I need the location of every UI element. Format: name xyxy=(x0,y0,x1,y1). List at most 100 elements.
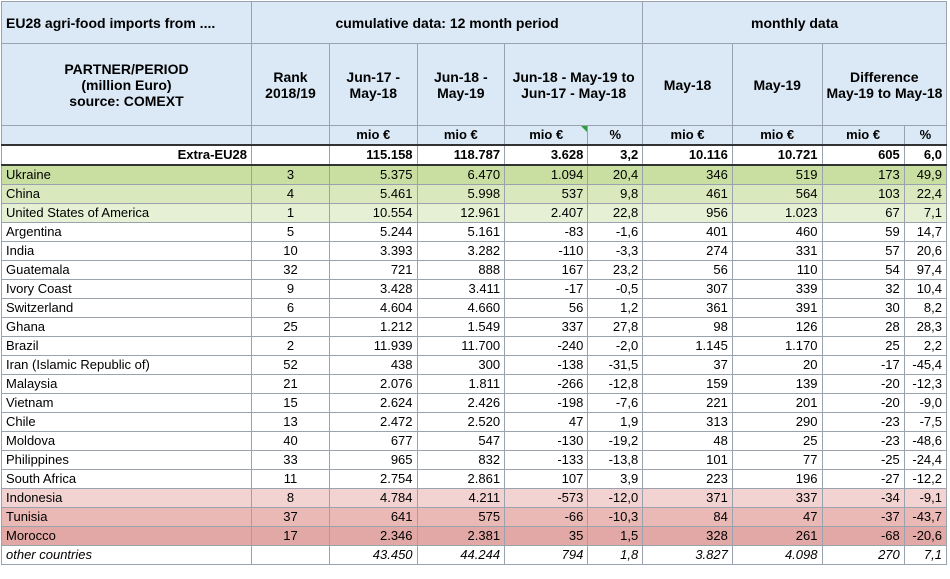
country-value: 57 xyxy=(821,240,905,261)
country-value: -138 xyxy=(504,354,589,375)
country-value: 67 xyxy=(821,202,905,223)
country-name: Morocco xyxy=(1,525,252,546)
country-value: -573 xyxy=(504,487,589,508)
country-value: 371 xyxy=(642,487,733,508)
country-rank: 13 xyxy=(250,411,331,432)
country-value: 20 xyxy=(731,354,823,375)
other-value: 44.244 xyxy=(416,544,506,565)
country-value: -31,5 xyxy=(587,354,644,375)
country-value: 159 xyxy=(642,373,733,394)
country-value: 3.428 xyxy=(329,278,418,299)
country-name: Ghana xyxy=(1,316,252,337)
country-value: 28 xyxy=(821,316,905,337)
country-rank: 1 xyxy=(250,202,331,223)
country-value: -19,2 xyxy=(587,430,644,451)
country-value: 3,9 xyxy=(587,468,644,489)
country-value: -7,5 xyxy=(903,411,948,432)
country-value: -66 xyxy=(504,506,589,527)
country-value: 59 xyxy=(821,221,905,242)
other-value: 1,8 xyxy=(587,544,644,565)
country-value: 331 xyxy=(731,240,823,261)
country-value: 460 xyxy=(731,221,823,242)
country-value: 1.811 xyxy=(416,373,506,394)
country-value: -68 xyxy=(821,525,905,546)
country-value: 721 xyxy=(329,259,418,280)
partner-header: PARTNER/PERIOD (million Euro) source: CO… xyxy=(1,43,252,126)
country-rank: 5 xyxy=(250,221,331,242)
country-value: 1.170 xyxy=(731,335,823,356)
country-rank: 2 xyxy=(250,335,331,356)
country-rank: 40 xyxy=(250,430,331,451)
country-value: 564 xyxy=(731,183,823,204)
table-row: Morocco 17 2.346 2.381 35 1,5 328 261 -68 -20,6 xyxy=(1,525,948,546)
country-value: 461 xyxy=(642,183,733,204)
country-name: Switzerland xyxy=(1,297,252,318)
header-row-1: EU28 agri-food imports from .... cumulat… xyxy=(1,1,947,44)
country-name: South Africa xyxy=(1,468,252,489)
country-rank: 25 xyxy=(250,316,331,337)
country-value: 2.407 xyxy=(504,202,589,223)
country-name: Ukraine xyxy=(1,164,252,185)
country-value: 1.023 xyxy=(731,202,823,223)
other-countries-row: other countries 43.450 44.244 794 1,8 3.… xyxy=(1,544,948,565)
unit-cell: % xyxy=(903,125,948,145)
country-value: 438 xyxy=(329,354,418,375)
table-row: India 10 3.393 3.282 -110 -3,3 274 331 57 20,6 xyxy=(1,240,948,261)
other-value: 7,1 xyxy=(903,544,948,565)
country-rank: 9 xyxy=(250,278,331,299)
country-value: 339 xyxy=(731,278,823,299)
country-value: 1.549 xyxy=(416,316,506,337)
country-value: 2.381 xyxy=(416,525,506,546)
table-row: Switzerland 6 4.604 4.660 56 1,2 361 391 30 8,2 xyxy=(1,297,948,318)
country-value: 575 xyxy=(416,506,506,527)
country-value: -1,6 xyxy=(587,221,644,242)
period2-header: Jun-18 - May-19 xyxy=(416,43,506,126)
extra-value: 605 xyxy=(821,143,905,166)
country-name: China xyxy=(1,183,252,204)
extra-rank xyxy=(250,143,331,166)
country-rank: 10 xyxy=(250,240,331,261)
country-value: 49,9 xyxy=(903,164,948,185)
country-value: 47 xyxy=(504,411,589,432)
other-value: 3.827 xyxy=(642,544,733,565)
country-value: 2,2 xyxy=(903,335,948,356)
country-value: -240 xyxy=(504,335,589,356)
country-value: 22,4 xyxy=(903,183,948,204)
country-value: 101 xyxy=(642,449,733,470)
country-rank: 17 xyxy=(250,525,331,546)
country-rank: 8 xyxy=(250,487,331,508)
country-value: 107 xyxy=(504,468,589,489)
country-value: 25 xyxy=(821,335,905,356)
country-value: 5.244 xyxy=(329,221,418,242)
country-value: 677 xyxy=(329,430,418,451)
country-value: 9,8 xyxy=(587,183,644,204)
month1-header: May-18 xyxy=(642,43,733,126)
country-value: 25 xyxy=(731,430,823,451)
country-value: 22,8 xyxy=(587,202,644,223)
country-value: -23 xyxy=(821,411,905,432)
table-row: Brazil 2 11.939 11.700 -240 -2,0 1.145 1.170 25 2… xyxy=(1,335,948,356)
country-value: 126 xyxy=(731,316,823,337)
extra-eu28-row: Extra-EU28 115.158 118.787 3.628 3,2 10.… xyxy=(1,143,948,166)
country-value: -45,4 xyxy=(903,354,948,375)
country-value: -20 xyxy=(821,392,905,413)
country-value: 888 xyxy=(416,259,506,280)
units-blank xyxy=(250,125,331,145)
country-value: -48,6 xyxy=(903,430,948,451)
table-row: Chile 13 2.472 2.520 47 1,9 313 290 -23 -7,5 xyxy=(1,411,948,432)
country-value: 261 xyxy=(731,525,823,546)
country-value: 391 xyxy=(731,297,823,318)
other-value: 794 xyxy=(504,544,589,565)
country-value: 30 xyxy=(821,297,905,318)
country-value: -9,0 xyxy=(903,392,948,413)
units-row: mio € mio € mio € % mio € mio € mio € % xyxy=(1,125,948,145)
unit-cell: % xyxy=(587,125,644,145)
country-name: Vietnam xyxy=(1,392,252,413)
country-value: 641 xyxy=(329,506,418,527)
table-row: Tunisia 37 641 575 -66 -10,3 84 47 -37 -43,7 xyxy=(1,506,948,527)
country-value: 2.346 xyxy=(329,525,418,546)
table-row: South Africa 11 2.754 2.861 107 3,9 223 196 -27-… xyxy=(1,468,948,489)
country-value: 832 xyxy=(416,449,506,470)
country-value: -12,8 xyxy=(587,373,644,394)
country-rank: 15 xyxy=(250,392,331,413)
